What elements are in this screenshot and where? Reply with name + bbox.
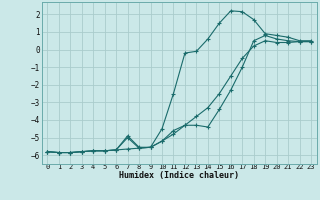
- X-axis label: Humidex (Indice chaleur): Humidex (Indice chaleur): [119, 171, 239, 180]
